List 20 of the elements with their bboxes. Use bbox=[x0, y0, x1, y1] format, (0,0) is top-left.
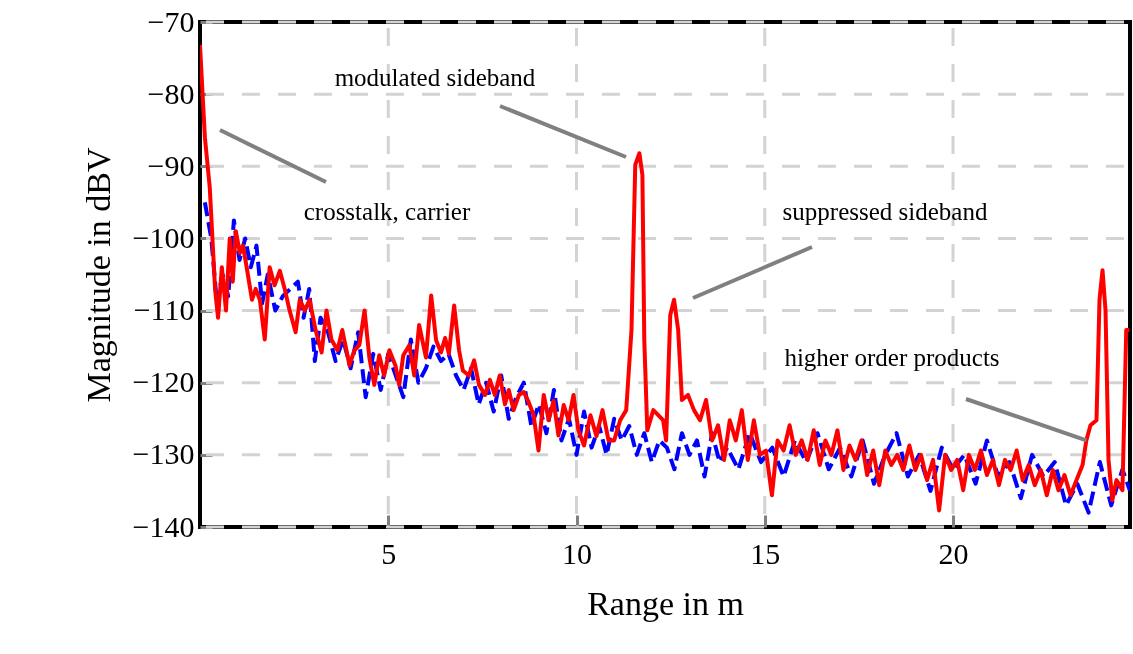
y-tick-label: −130 bbox=[132, 437, 195, 471]
y-tick-label: −90 bbox=[147, 148, 195, 182]
annotation: crosstalk, carrier bbox=[303, 198, 471, 225]
annotation: higher order products bbox=[784, 344, 1000, 371]
line-series bbox=[202, 200, 1130, 515]
line-series bbox=[200, 43, 1130, 513]
y-tick-label: −80 bbox=[147, 76, 195, 110]
x-tick-label: 5 bbox=[381, 536, 397, 570]
y-axis-title: Magnitude in dBV bbox=[79, 147, 117, 403]
x-axis-title: Range in m bbox=[587, 584, 744, 622]
y-tick-label: −120 bbox=[132, 365, 195, 399]
x-tick-label: 15 bbox=[750, 536, 781, 570]
y-tick-label: −100 bbox=[132, 220, 195, 254]
y-tick-label: −70 bbox=[147, 4, 195, 38]
y-tick-label: −110 bbox=[133, 293, 195, 327]
x-tick-label: 10 bbox=[562, 536, 593, 570]
annotation: suppressed sideband bbox=[782, 198, 988, 225]
annotation: modulated sideband bbox=[334, 64, 536, 91]
y-tick-label: −140 bbox=[132, 509, 195, 543]
x-tick-label: 20 bbox=[938, 536, 969, 570]
